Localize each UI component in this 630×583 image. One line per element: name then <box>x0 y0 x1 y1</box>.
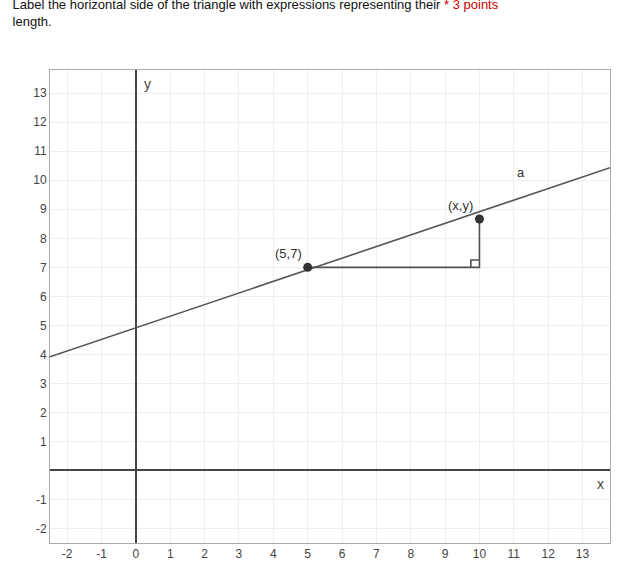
svg-text:1: 1 <box>167 547 174 561</box>
svg-text:3: 3 <box>236 547 243 561</box>
svg-text:5: 5 <box>304 547 311 561</box>
svg-text:(5,7): (5,7) <box>275 246 302 261</box>
svg-text:1: 1 <box>40 435 47 449</box>
svg-text:10: 10 <box>33 173 47 187</box>
svg-text:11: 11 <box>508 547 521 561</box>
svg-text:8: 8 <box>40 232 47 246</box>
svg-text:8: 8 <box>407 547 414 561</box>
svg-text:9: 9 <box>442 547 449 561</box>
svg-text:11: 11 <box>34 144 47 158</box>
svg-text:12: 12 <box>33 115 47 129</box>
svg-text:y: y <box>144 76 151 92</box>
svg-text:6: 6 <box>339 547 346 561</box>
svg-text:13: 13 <box>576 547 590 561</box>
svg-text:3: 3 <box>40 377 47 391</box>
svg-text:9: 9 <box>40 202 47 216</box>
svg-text:a: a <box>517 165 525 180</box>
svg-text:10: 10 <box>473 547 487 561</box>
svg-text:13: 13 <box>33 86 47 100</box>
svg-text:7: 7 <box>40 261 47 275</box>
svg-text:-2: -2 <box>62 547 73 561</box>
svg-text:0: 0 <box>133 547 140 561</box>
svg-text:(x,y): (x,y) <box>448 198 473 213</box>
svg-text:2: 2 <box>40 406 47 420</box>
svg-text:12: 12 <box>541 547 555 561</box>
svg-text:-2: -2 <box>36 522 47 536</box>
svg-text:7: 7 <box>373 547 380 561</box>
svg-text:-1: -1 <box>36 493 47 507</box>
svg-text:-1: -1 <box>96 547 107 561</box>
svg-text:2: 2 <box>201 547 208 561</box>
svg-text:Label the horizontal side of t: Label the horizontal side of the triangl… <box>13 0 499 29</box>
svg-text:x: x <box>597 476 604 492</box>
svg-text:6: 6 <box>40 290 47 304</box>
svg-text:4: 4 <box>270 547 277 561</box>
svg-text:4: 4 <box>40 348 47 362</box>
svg-text:5: 5 <box>40 319 47 333</box>
